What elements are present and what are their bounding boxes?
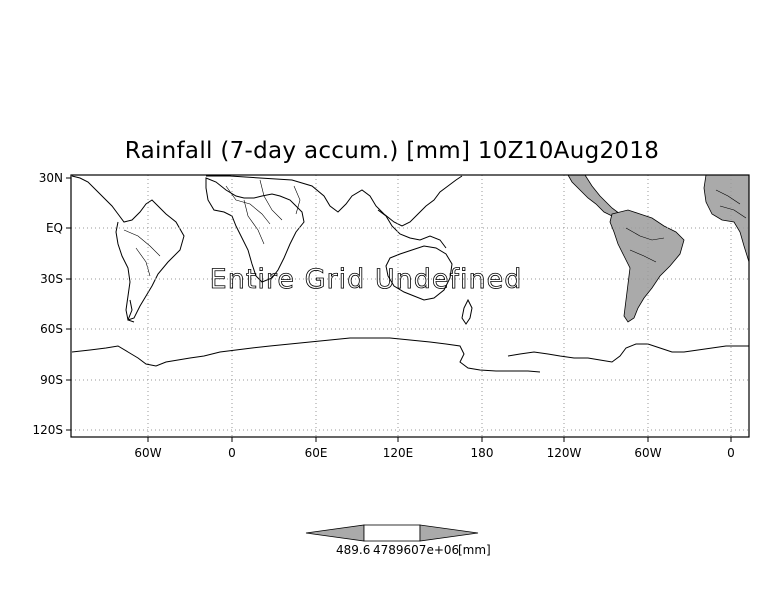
lon-tick-label: 60E bbox=[305, 446, 328, 460]
country-borders bbox=[123, 179, 747, 277]
colorbar-right-label: 4789607e+06 bbox=[373, 543, 459, 557]
map-frame bbox=[70, 174, 750, 438]
colorbar-center-box bbox=[363, 524, 421, 542]
colorbar-unit-label: [mm] bbox=[458, 543, 491, 557]
latitude-axis: 30N EQ 30S 60S 90S 120S bbox=[32, 171, 71, 437]
new-zealand-coastline bbox=[461, 298, 473, 325]
lon-tick-label: 60W bbox=[134, 446, 161, 460]
longitude-axis: 60W 0 60E 120E 180 120W 60W 0 bbox=[134, 437, 735, 460]
colorbar-left-arrow bbox=[305, 524, 365, 542]
shaded-land bbox=[567, 174, 750, 323]
undefined-grid-message: Entire Grid Undefined bbox=[210, 264, 523, 295]
africa-coastline bbox=[205, 177, 305, 283]
south-america-tip-left bbox=[127, 299, 135, 323]
antarctica-coastline-b bbox=[507, 343, 749, 363]
se-asia-coastline bbox=[377, 209, 447, 249]
colorbar: 489.6 4789607e+06 [mm] bbox=[305, 524, 491, 557]
lon-tick-label: 60W bbox=[634, 446, 661, 460]
lon-tick-label: 0 bbox=[727, 446, 735, 460]
colorbar-left-label: 489.6 bbox=[336, 543, 370, 557]
lon-tick-label: 0 bbox=[228, 446, 236, 460]
lat-tick-label: 30N bbox=[39, 171, 63, 185]
eurasia-coastline bbox=[206, 175, 463, 227]
lat-tick-label: 60S bbox=[40, 322, 63, 336]
australia-coastline bbox=[385, 245, 453, 301]
colorbar-right-arrow bbox=[419, 524, 479, 542]
grid-lines bbox=[71, 175, 749, 437]
lon-tick-label: 120E bbox=[383, 446, 414, 460]
lon-tick-label: 180 bbox=[471, 446, 494, 460]
lat-tick-label: 90S bbox=[40, 373, 63, 387]
lon-tick-label: 120W bbox=[547, 446, 582, 460]
lat-tick-label: 120S bbox=[32, 423, 63, 437]
lat-tick-label: 30S bbox=[40, 272, 63, 286]
antarctica-coastline-a bbox=[71, 337, 541, 373]
map-title: Rainfall (7-day accum.) [mm] 10Z10Aug201… bbox=[124, 138, 660, 164]
coastlines bbox=[71, 175, 749, 373]
map-plot-area: Entire Grid Undefined bbox=[70, 174, 750, 438]
south-america-shaded bbox=[609, 209, 685, 323]
lat-tick-label: EQ bbox=[46, 221, 63, 235]
americas-west-coastline bbox=[71, 175, 185, 321]
